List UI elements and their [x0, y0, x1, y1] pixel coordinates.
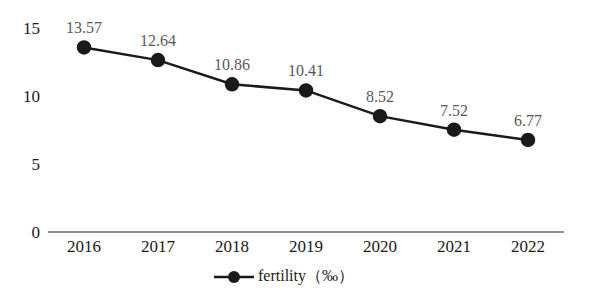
svg-text:2021: 2021 — [437, 237, 471, 256]
svg-text:2022: 2022 — [511, 237, 545, 256]
svg-text:2017: 2017 — [141, 237, 176, 256]
html-text:fertility（‰）: fertility（‰） — [258, 267, 354, 284]
svg-text:15: 15 — [23, 19, 40, 38]
svg-text:5: 5 — [32, 155, 41, 174]
svg-text:2020: 2020 — [363, 237, 397, 256]
svg-text:7.52: 7.52 — [440, 102, 468, 119]
svg-text:10.41: 10.41 — [288, 62, 324, 79]
svg-text:12.64: 12.64 — [140, 32, 176, 49]
svg-text:10.86: 10.86 — [214, 56, 250, 73]
svg-text:2016: 2016 — [67, 237, 101, 256]
svg-text:10: 10 — [23, 87, 40, 106]
svg-text:13.57: 13.57 — [66, 19, 102, 36]
svg-text:8.52: 8.52 — [366, 88, 394, 105]
svg-text:2019: 2019 — [289, 237, 323, 256]
svg-text:2018: 2018 — [215, 237, 249, 256]
svg-text:0: 0 — [32, 223, 41, 242]
svg-text:6.77: 6.77 — [514, 112, 542, 129]
